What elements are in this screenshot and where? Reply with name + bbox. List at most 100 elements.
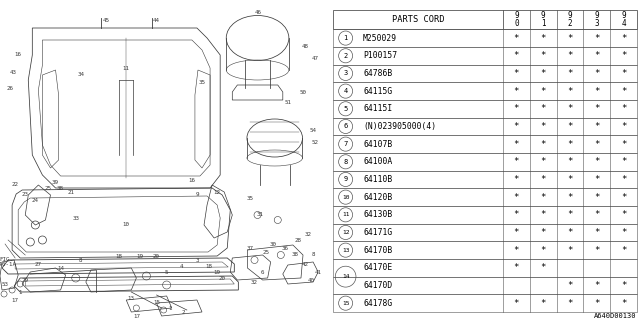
Text: 27: 27 (35, 262, 42, 268)
Text: *: * (540, 299, 546, 308)
Text: *: * (621, 210, 626, 219)
Text: 36: 36 (282, 245, 288, 251)
Text: FIG.
646-1A: FIG. 646-1A (0, 257, 17, 268)
Text: 9: 9 (514, 11, 518, 20)
Text: 7: 7 (344, 141, 348, 147)
Bar (333, 10, 637, 29)
Text: *: * (594, 228, 600, 237)
Bar (333, 259, 637, 277)
Text: *: * (540, 140, 546, 148)
Text: 9: 9 (595, 11, 599, 20)
Text: *: * (621, 281, 626, 290)
Text: *: * (540, 193, 546, 202)
Text: *: * (621, 140, 626, 148)
Text: 34: 34 (77, 73, 84, 77)
Text: *: * (567, 157, 573, 166)
Text: 1: 1 (344, 35, 348, 41)
Text: *: * (540, 122, 546, 131)
Text: 54: 54 (310, 127, 317, 132)
Text: *: * (567, 281, 573, 290)
Text: *: * (594, 246, 600, 255)
Text: *: * (621, 51, 626, 60)
Text: *: * (567, 104, 573, 113)
Text: 46: 46 (255, 10, 262, 14)
Text: 64115I: 64115I (363, 104, 392, 113)
Text: 35: 35 (198, 79, 205, 84)
Text: *: * (621, 69, 626, 78)
Text: *: * (594, 104, 600, 113)
Text: 4: 4 (344, 88, 348, 94)
Text: 18: 18 (205, 263, 212, 268)
Bar (333, 153, 637, 171)
Text: 11: 11 (342, 212, 349, 217)
Text: 9: 9 (541, 11, 545, 20)
Text: 32: 32 (251, 279, 258, 284)
Text: 38: 38 (291, 252, 298, 258)
Text: 3: 3 (344, 70, 348, 76)
Text: *: * (540, 51, 546, 60)
Text: *: * (540, 69, 546, 78)
Text: *: * (594, 299, 600, 308)
Bar (333, 47, 637, 65)
Text: 18: 18 (116, 254, 123, 260)
Bar (333, 241, 637, 259)
Bar (333, 118, 637, 135)
Text: *: * (567, 87, 573, 96)
Text: 1: 1 (168, 306, 172, 310)
Text: 64120B: 64120B (363, 193, 392, 202)
Text: 11: 11 (123, 66, 130, 70)
Text: *: * (594, 87, 600, 96)
Text: 31: 31 (257, 212, 264, 218)
Text: *: * (567, 210, 573, 219)
Text: *: * (567, 122, 573, 131)
Text: *: * (514, 122, 519, 131)
Text: *: * (540, 34, 546, 43)
Text: 8: 8 (311, 252, 315, 258)
Text: 42: 42 (301, 262, 308, 268)
Text: 30: 30 (269, 242, 276, 246)
Text: 6: 6 (344, 124, 348, 130)
Text: 64170D: 64170D (363, 281, 392, 290)
Text: 40: 40 (308, 277, 315, 283)
Bar (333, 188, 637, 206)
Text: *: * (540, 175, 546, 184)
Text: 2: 2 (568, 19, 572, 28)
Text: *: * (514, 87, 519, 96)
Text: 64178G: 64178G (363, 299, 392, 308)
Text: 50: 50 (300, 90, 307, 94)
Text: 23: 23 (22, 193, 29, 197)
Text: *: * (514, 228, 519, 237)
Text: *: * (514, 246, 519, 255)
Bar (333, 277, 637, 294)
Text: 4: 4 (180, 263, 184, 268)
Text: 48: 48 (301, 44, 308, 49)
Text: *: * (514, 104, 519, 113)
Text: 12: 12 (342, 230, 349, 235)
Text: 25: 25 (262, 250, 269, 254)
Text: *: * (621, 34, 626, 43)
Text: 9: 9 (568, 11, 572, 20)
Text: 16: 16 (15, 52, 22, 58)
Text: *: * (621, 157, 626, 166)
Text: 51: 51 (284, 100, 291, 105)
Text: 35: 35 (247, 196, 254, 201)
Text: *: * (540, 246, 546, 255)
Text: *: * (621, 193, 626, 202)
Text: 14: 14 (342, 274, 349, 279)
Text: 14: 14 (57, 266, 64, 270)
Text: 41: 41 (315, 269, 322, 275)
Text: 13: 13 (128, 295, 135, 300)
Text: 5: 5 (165, 269, 168, 275)
Text: 22: 22 (12, 182, 19, 188)
Text: 47: 47 (312, 55, 319, 60)
Text: *: * (567, 140, 573, 148)
Text: 9: 9 (195, 193, 198, 197)
Text: 64115G: 64115G (363, 87, 392, 96)
Bar (333, 29, 637, 47)
Text: 8: 8 (344, 159, 348, 165)
Text: 10: 10 (123, 222, 130, 228)
Text: 0: 0 (514, 19, 518, 28)
Text: *: * (594, 175, 600, 184)
Text: 1: 1 (541, 19, 545, 28)
Text: 10: 10 (342, 195, 349, 200)
